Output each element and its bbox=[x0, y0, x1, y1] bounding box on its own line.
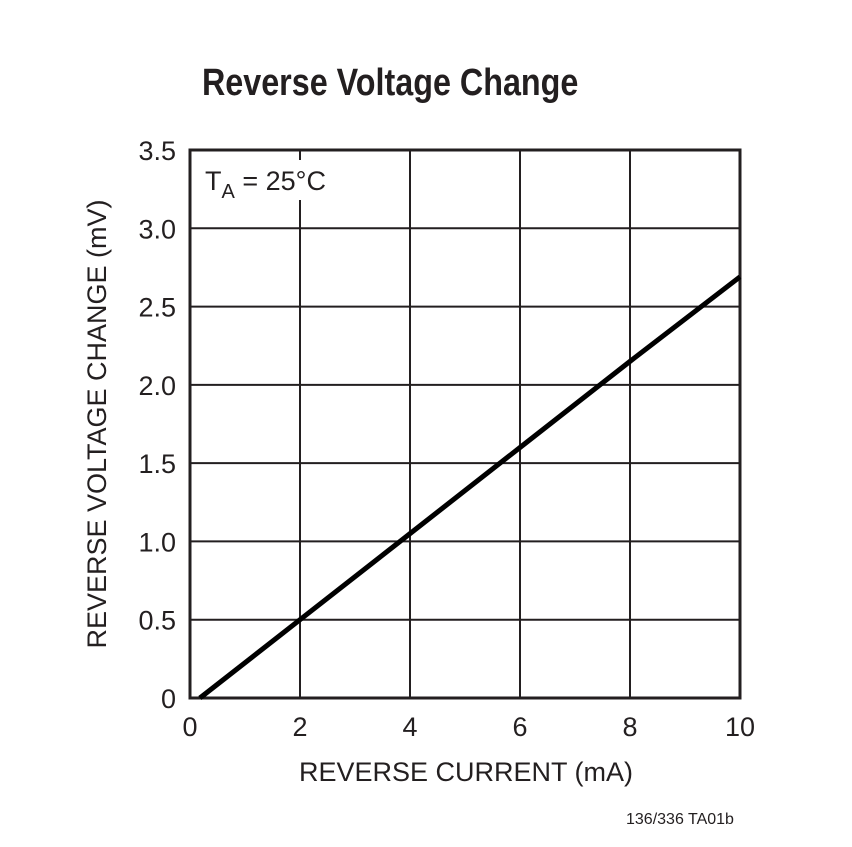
y-tick-labels: 0 0.5 1.0 1.5 2.0 2.5 3.0 3.5 bbox=[138, 136, 176, 714]
grid bbox=[189, 149, 741, 699]
plot-frame bbox=[188, 148, 742, 700]
y-tick-label: 1.5 bbox=[138, 449, 176, 479]
series-line bbox=[198, 274, 742, 700]
x-tick-labels: 0 2 4 6 8 10 bbox=[182, 712, 755, 742]
y-axis-label: REVERSE VOLTAGE CHANGE (mV) bbox=[82, 199, 112, 648]
y-tick-label: 3.0 bbox=[138, 214, 176, 244]
x-tick-label: 6 bbox=[512, 712, 527, 742]
y-tick-label: 2.0 bbox=[138, 371, 176, 401]
temperature-annotation: TA = 25°C bbox=[205, 166, 326, 203]
x-tick-label: 4 bbox=[402, 712, 417, 742]
y-tick-label: 0.5 bbox=[138, 606, 176, 636]
chart-title: Reverse Voltage Change bbox=[201, 62, 579, 104]
y-tick-label: 0 bbox=[161, 684, 176, 714]
x-tick-label: 8 bbox=[622, 712, 637, 742]
x-axis-label: REVERSE CURRENT (mA) bbox=[299, 757, 633, 787]
figure-id: 136/336 TA01b bbox=[626, 811, 734, 828]
x-tick-label: 2 bbox=[292, 712, 307, 742]
y-tick-label: 1.0 bbox=[138, 527, 176, 557]
y-tick-label: 3.5 bbox=[138, 136, 176, 166]
x-tick-label: 10 bbox=[725, 712, 755, 742]
annotation-bg bbox=[200, 160, 330, 200]
y-tick-label: 2.5 bbox=[138, 293, 176, 323]
x-tick-label: 0 bbox=[182, 712, 197, 742]
